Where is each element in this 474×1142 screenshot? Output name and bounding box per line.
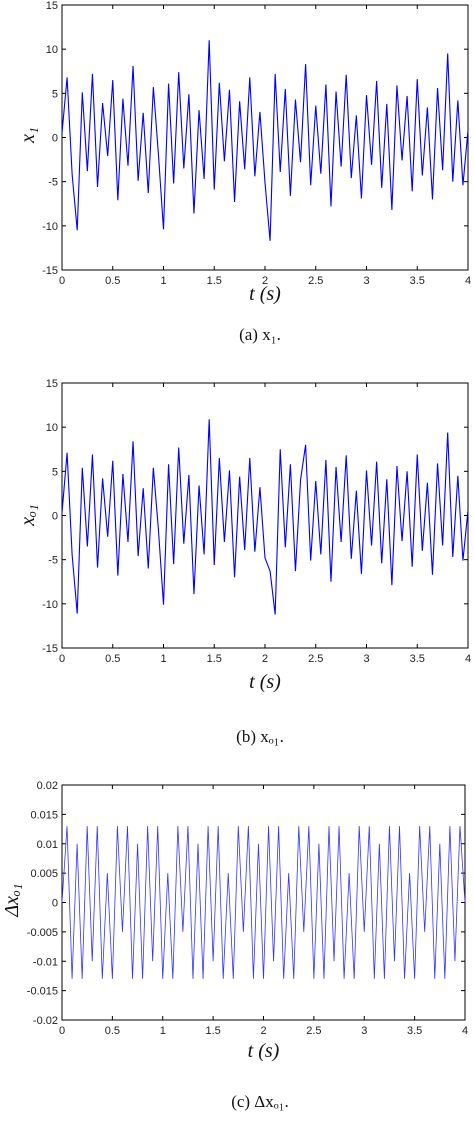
y-tick-label: 10 (46, 44, 58, 56)
x-tick-label: 1.5 (205, 1025, 220, 1037)
x-axis-label: t (s) (249, 283, 281, 305)
x-tick-label: 0 (59, 275, 65, 287)
y-axis-label: x₁ (17, 127, 39, 144)
y-tick-label: -10 (42, 221, 58, 233)
y-tick-label: 0.005 (30, 868, 58, 880)
y-tick-label: 0 (52, 898, 58, 910)
y-tick-label: -0.02 (33, 1015, 58, 1027)
caption: (c) Δxₒ₁. (231, 1092, 289, 1111)
y-tick-label: -15 (42, 643, 58, 655)
y-tick-label: -10 (42, 599, 58, 611)
x-axis-label: t (s) (248, 1040, 280, 1062)
x-tick-label: 4 (465, 275, 471, 287)
x-tick-label: 3.5 (407, 1025, 422, 1037)
caption: (a) x₁. (239, 325, 281, 344)
y-tick-label: -0.005 (27, 927, 58, 939)
x-tick-label: 1 (160, 653, 166, 665)
y-axis-label: xₒ₁ (17, 504, 39, 527)
y-tick-label: 10 (46, 422, 58, 434)
x-tick-label: 2 (262, 653, 268, 665)
x-tick-label: 1.5 (207, 275, 222, 287)
x-tick-label: 0.5 (105, 1025, 120, 1037)
y-tick-label: -0.015 (27, 986, 58, 998)
x-tick-label: 3 (361, 1025, 367, 1037)
signal-line (61, 826, 466, 979)
x-tick-label: 0.5 (105, 653, 120, 665)
x-tick-label: 2.5 (308, 275, 323, 287)
y-tick-label: 0 (52, 511, 58, 523)
plot-frame (61, 4, 469, 271)
x-tick-label: 2.5 (308, 653, 323, 665)
y-tick-label: 5 (52, 88, 58, 100)
x-tick-label: 4 (462, 1025, 468, 1037)
x-tick-label: 3 (363, 275, 369, 287)
x-tick-label: 3.5 (410, 275, 425, 287)
x-tick-label: 4 (465, 653, 471, 665)
y-tick-label: -5 (48, 177, 58, 189)
y-tick-label: 0 (52, 133, 58, 145)
x-tick-label: 1.5 (207, 653, 222, 665)
signal-line (61, 419, 469, 615)
x-tick-label: 1 (160, 1025, 166, 1037)
y-tick-label: -0.01 (33, 956, 58, 968)
plot-frame (61, 784, 466, 1021)
x-tick-label: 2 (260, 1025, 266, 1037)
x-tick-label: 3.5 (410, 653, 425, 665)
x-tick-label: 0.5 (105, 275, 120, 287)
y-tick-label: 0.015 (30, 809, 58, 821)
y-tick-label: -15 (42, 265, 58, 277)
caption: (b) xₒ₁. (236, 727, 284, 746)
x-tick-label: 3 (363, 653, 369, 665)
y-tick-label: 5 (52, 466, 58, 478)
y-tick-label: 0.01 (37, 839, 58, 851)
y-tick-label: 15 (46, 378, 58, 390)
y-tick-label: -5 (48, 555, 58, 567)
signal-line (61, 40, 469, 241)
x-tick-label: 0 (59, 653, 65, 665)
x-tick-label: 0 (59, 1025, 65, 1037)
x-tick-label: 2.5 (306, 1025, 321, 1037)
x-tick-label: 1 (160, 275, 166, 287)
x-axis-label: t (s) (249, 671, 281, 693)
plot-frame (61, 382, 469, 649)
y-axis-label: Δxₒ₁ (1, 883, 23, 917)
x-tick-label: 2 (262, 275, 268, 287)
y-tick-label: 0.02 (37, 780, 58, 792)
y-tick-label: 15 (46, 0, 58, 12)
